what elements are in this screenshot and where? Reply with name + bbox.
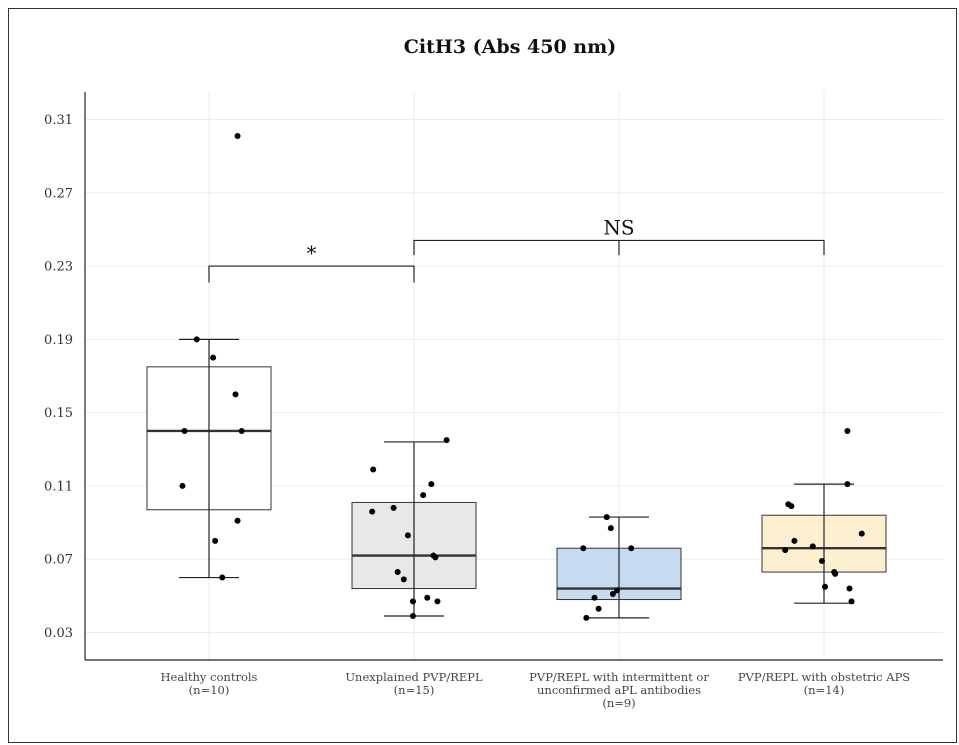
significance-bracket: NS	[413, 215, 825, 256]
boxes	[146, 338, 887, 619]
y-tick-label: 0.11	[44, 479, 73, 494]
y-tick-label: 0.31	[44, 113, 73, 128]
x-tick-label: (n=9)	[602, 696, 635, 710]
box-group	[146, 338, 272, 579]
data-point	[210, 354, 217, 361]
significance-bracket: *	[208, 241, 415, 283]
axes: 0.03 0.07 0.11 0.15 0.19 0.23 0.27 0.31	[44, 92, 943, 661]
data-point	[628, 545, 635, 552]
data-point	[370, 466, 377, 473]
data-point	[238, 427, 245, 434]
data-point	[390, 504, 397, 511]
significance-label: *	[307, 241, 317, 265]
data-point	[234, 517, 241, 524]
data-point	[809, 543, 816, 550]
data-point	[369, 508, 376, 515]
data-point	[609, 591, 616, 598]
y-tick-label: 0.07	[44, 553, 73, 568]
data-point	[428, 481, 435, 488]
data-point	[613, 587, 620, 594]
x-tick-label: Unexplained PVP/REPL	[345, 670, 483, 684]
y-tick-label: 0.03	[44, 626, 73, 641]
data-point	[409, 598, 416, 605]
data-point	[232, 391, 239, 398]
data-point	[832, 570, 839, 577]
data-point	[434, 598, 441, 605]
data-point	[394, 569, 401, 576]
x-tick-label: unconfirmed aPL antibodies	[537, 683, 701, 697]
data-point	[212, 537, 219, 544]
significance-annotations: * NS	[208, 215, 825, 283]
data-point	[443, 437, 450, 444]
data-point	[591, 594, 598, 601]
data-point	[844, 427, 851, 434]
data-point	[595, 605, 602, 612]
y-tick-label: 0.23	[44, 260, 73, 275]
y-tick-label: 0.27	[44, 186, 73, 201]
significance-label: NS	[603, 215, 634, 239]
data-point	[580, 545, 587, 552]
box-group	[556, 516, 682, 619]
data-point	[400, 576, 407, 583]
box-group	[351, 441, 477, 617]
data-point	[432, 554, 439, 561]
x-tick-label: (n=10)	[189, 683, 230, 697]
data-point	[420, 492, 427, 499]
data-point	[181, 427, 188, 434]
data-point	[782, 547, 789, 554]
category-labels: Healthy controls(n=10) Unexplained PVP/RE…	[161, 670, 911, 710]
data-point	[583, 614, 590, 621]
x-tick-label: (n=14)	[804, 683, 845, 697]
data-point	[603, 514, 610, 521]
data-point	[179, 482, 186, 489]
data-point	[846, 585, 853, 592]
data-point	[424, 594, 431, 601]
data-points	[179, 132, 865, 621]
data-point	[791, 537, 798, 544]
data-point	[844, 481, 851, 488]
data-point	[607, 525, 614, 532]
y-tick-label: 0.19	[44, 333, 73, 348]
data-point	[404, 532, 411, 539]
data-point	[788, 503, 795, 510]
x-tick-label: PVP/REPL with obstetric APS	[738, 670, 910, 684]
data-point	[219, 574, 226, 581]
x-tick-label: PVP/REPL with intermittent or	[529, 670, 709, 684]
data-point	[193, 336, 200, 343]
x-tick-label: Healthy controls	[161, 670, 258, 684]
chart-title: CitH3 (Abs 450 nm)	[404, 36, 616, 58]
data-point	[848, 598, 855, 605]
data-point	[409, 613, 416, 620]
data-point	[818, 558, 825, 565]
data-point	[234, 132, 241, 139]
data-point	[822, 583, 829, 590]
bracket-line	[208, 265, 415, 283]
y-tick-label: 0.15	[44, 406, 73, 421]
x-tick-label: (n=15)	[394, 683, 435, 697]
data-point	[858, 530, 865, 537]
